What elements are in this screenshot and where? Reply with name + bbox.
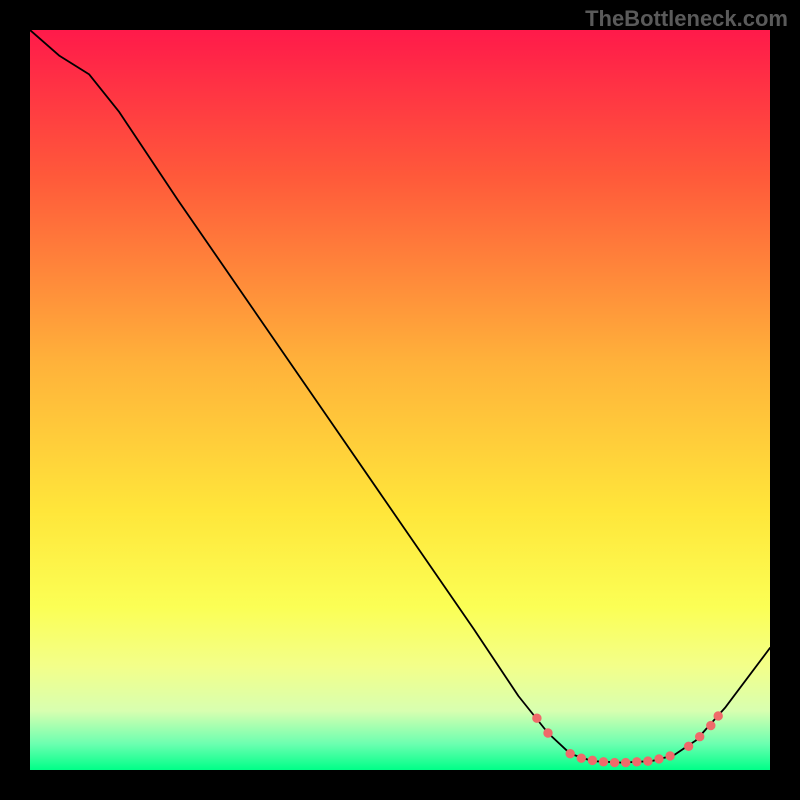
data-marker <box>707 721 715 729</box>
data-marker <box>666 752 674 760</box>
watermark: TheBottleneck.com <box>585 6 788 32</box>
data-marker <box>684 742 692 750</box>
data-marker <box>599 758 607 766</box>
plot-area <box>30 30 770 770</box>
chart-svg <box>30 30 770 770</box>
data-marker <box>644 757 652 765</box>
data-marker <box>610 758 618 766</box>
data-marker <box>533 714 541 722</box>
data-marker <box>633 758 641 766</box>
data-marker <box>696 733 704 741</box>
data-marker <box>655 755 663 763</box>
bottleneck-curve <box>30 30 770 763</box>
data-marker <box>622 758 630 766</box>
data-marker <box>714 712 722 720</box>
data-marker <box>566 750 574 758</box>
data-marker <box>577 754 585 762</box>
data-marker <box>544 729 552 737</box>
chart-container: TheBottleneck.com <box>0 0 800 800</box>
data-marker <box>588 756 596 764</box>
